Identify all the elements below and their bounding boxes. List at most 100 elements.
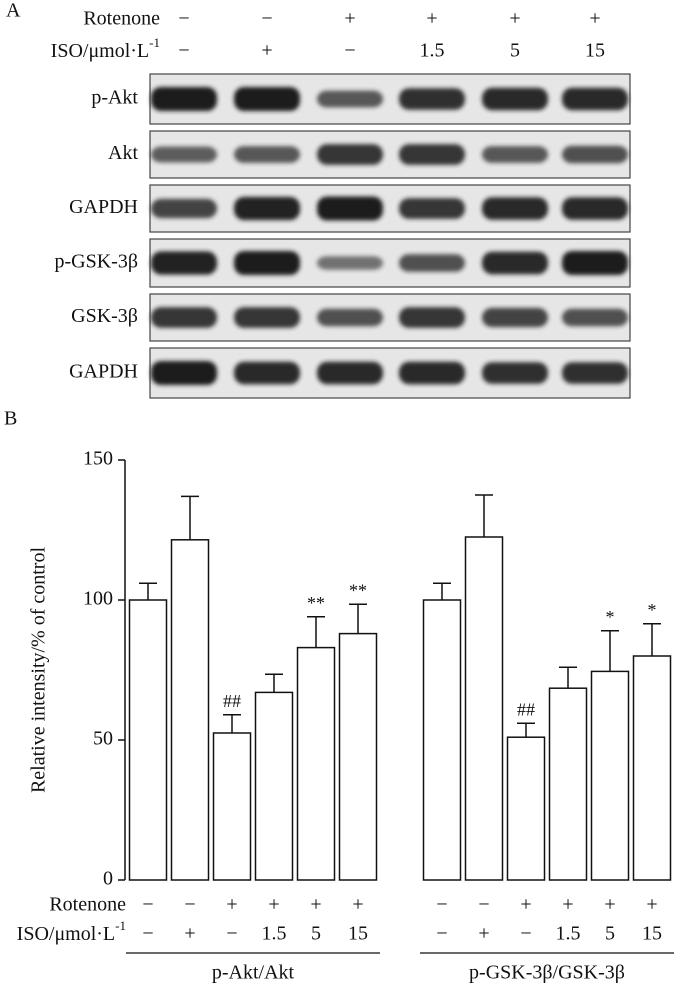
band (399, 307, 465, 328)
bar (590, 670, 630, 881)
sign: + (261, 40, 272, 62)
band (317, 196, 383, 221)
band (562, 362, 628, 384)
band (482, 87, 548, 111)
band (151, 361, 217, 385)
sign: 1.5 (262, 923, 287, 945)
sign: + (226, 894, 237, 916)
band (399, 361, 465, 385)
sign: + (352, 894, 363, 916)
band (234, 146, 300, 163)
sign: 5 (510, 40, 520, 62)
sign: − (478, 894, 489, 916)
y-axis-label: Relative intensity/% of control (28, 547, 50, 793)
band (399, 254, 465, 272)
row-label: ISO/μmol·L-1 (51, 35, 160, 62)
sign: − (178, 40, 189, 62)
sign: + (509, 8, 520, 30)
y-tick-label: 100 (83, 588, 113, 610)
sign: + (520, 894, 531, 916)
band (399, 144, 465, 165)
panel-label: B (4, 408, 17, 430)
significance: ** (307, 593, 325, 613)
band (317, 90, 383, 108)
bar (632, 655, 672, 881)
sign: 15 (642, 923, 662, 945)
bar (212, 732, 252, 881)
bar (506, 736, 546, 881)
sign: + (268, 894, 279, 916)
sign: − (520, 923, 531, 945)
band (562, 197, 628, 220)
bar (338, 632, 378, 881)
band (151, 146, 217, 163)
row-label-text: ISO/μmol·L (51, 40, 150, 62)
sign: + (646, 894, 657, 916)
blot-box (149, 130, 631, 179)
band (482, 146, 548, 163)
sign: − (344, 40, 355, 62)
band (482, 362, 548, 384)
sign: + (604, 894, 615, 916)
sign: − (142, 894, 153, 916)
band (317, 361, 383, 385)
sign: 15 (585, 40, 605, 62)
blot-label: GAPDH (69, 196, 138, 218)
sign: 15 (348, 923, 368, 945)
row-label-text: ISO/μmol·L (17, 923, 116, 945)
group-label: p-GSK-3β/GSK-3β (469, 962, 625, 984)
bar (128, 599, 168, 881)
blot-label: GSK-3β (71, 305, 138, 327)
bar (422, 599, 462, 881)
bar (254, 691, 294, 881)
band (317, 256, 383, 270)
sign: − (436, 923, 447, 945)
band (562, 308, 628, 327)
blot-box (149, 238, 631, 288)
blot-box (149, 347, 631, 399)
blot-box (149, 73, 631, 125)
sign: − (436, 894, 447, 916)
row-label: Rotenone (83, 8, 160, 30)
band (562, 145, 628, 164)
band (562, 251, 628, 275)
bar (170, 539, 210, 881)
band (151, 307, 217, 328)
band (151, 87, 217, 111)
blot-label: Akt (108, 142, 138, 164)
superscript: -1 (149, 35, 160, 50)
sign: − (142, 923, 153, 945)
band (234, 251, 300, 275)
sign: − (184, 894, 195, 916)
significance: ## (517, 699, 535, 719)
significance: * (648, 600, 657, 620)
group-label: p-Akt/Akt (212, 962, 295, 984)
sign: + (562, 894, 573, 916)
sign: 5 (605, 923, 615, 945)
sign: 5 (311, 923, 321, 945)
significance: ## (223, 691, 241, 711)
band (151, 251, 217, 275)
significance: ** (349, 580, 367, 600)
sign: − (226, 923, 237, 945)
significance: * (606, 607, 615, 627)
sign: + (344, 8, 355, 30)
band (317, 308, 383, 327)
blot-label: GAPDH (69, 361, 138, 383)
row-label: Rotenone (49, 894, 126, 916)
sign: + (589, 8, 600, 30)
sign: + (478, 923, 489, 945)
band (151, 198, 217, 219)
bar (464, 536, 504, 881)
y-tick-label: 150 (83, 448, 113, 470)
sign: − (261, 8, 272, 30)
band (317, 144, 383, 165)
band (234, 196, 300, 221)
sign: 1.5 (420, 40, 445, 62)
bar (548, 687, 588, 881)
sign: + (184, 923, 195, 945)
sign: 1.5 (556, 923, 581, 945)
band (234, 307, 300, 328)
superscript: -1 (115, 918, 126, 933)
